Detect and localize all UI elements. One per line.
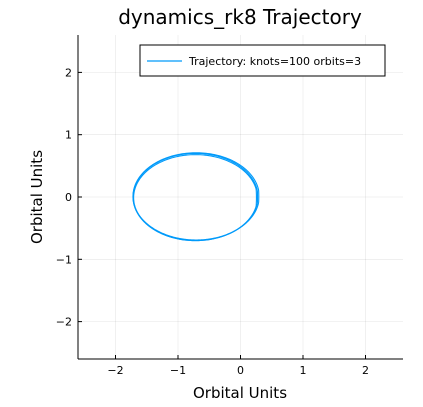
- grid: [78, 35, 403, 359]
- trajectory-orbit-line: [132, 152, 260, 241]
- series-layer: [132, 152, 260, 242]
- y-tick-label: −2: [56, 316, 72, 329]
- x-tick-label: −2: [107, 364, 123, 377]
- ticks: −2 −1 0 1 2 −2 −1 0 1 2: [56, 66, 369, 377]
- y-tick-label: −1: [56, 253, 72, 266]
- chart-title: dynamics_rk8 Trajectory: [118, 5, 362, 29]
- x-tick-label: 0: [237, 364, 244, 377]
- legend-label: Trajectory: knots=100 orbits=3: [188, 55, 361, 68]
- x-tick-label: 2: [362, 364, 369, 377]
- x-tick-label: 1: [300, 364, 307, 377]
- y-tick-label: 2: [65, 66, 72, 79]
- x-axis-label: Orbital Units: [193, 384, 287, 402]
- y-axis-label: Orbital Units: [28, 150, 46, 244]
- legend: Trajectory: knots=100 orbits=3: [139, 44, 386, 77]
- y-tick-label: 0: [65, 191, 72, 204]
- y-tick-label: 1: [65, 129, 72, 142]
- x-tick-label: −1: [170, 364, 186, 377]
